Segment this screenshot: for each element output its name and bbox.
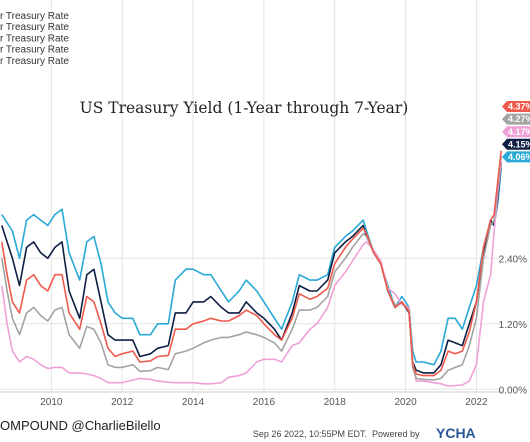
x-tick-label: 2016 <box>253 397 276 408</box>
end-label-badge <box>502 113 530 125</box>
x-tick-label: 2012 <box>111 397 134 408</box>
end-label-badge <box>502 138 530 150</box>
grid-layer <box>0 0 503 393</box>
chart-title: US Treasury Yield (1-Year through 7-Year… <box>80 99 409 117</box>
end-label-text: 4.17% <box>508 127 530 137</box>
x-tick-label: 2018 <box>324 397 347 408</box>
end-label-badge <box>502 101 530 112</box>
legend-entry: r Treasury Rate <box>0 22 69 33</box>
x-tick-label: 2020 <box>394 397 417 408</box>
legend-entry: r Treasury Rate <box>0 45 69 56</box>
footer-date: Sep 26 2022, 10:55PM EDT. <box>253 429 367 439</box>
ycharts-logo: YCHA <box>436 425 476 441</box>
series-line-2 <box>1 162 502 374</box>
y-axis-ticks: 2.40% 1.20% 0.00% <box>499 254 527 396</box>
x-tick-label: 2010 <box>40 397 63 408</box>
end-value-labels: 4.37% 4.27% 4.17% 4.15% 4.06% <box>502 101 530 163</box>
x-axis-ticks: 2010 2012 2014 2016 2018 2020 2022 <box>40 397 488 408</box>
end-label-text: 4.37% <box>508 102 530 112</box>
compound-watermark: OMPOUND @CharlieBilello <box>0 418 161 433</box>
footer-powered-by: Powered by <box>372 429 420 439</box>
legend-entry: r Treasury Rate <box>0 33 69 44</box>
end-label-text: 4.15% <box>508 139 530 149</box>
series-layer <box>1 150 502 387</box>
end-label-badge <box>502 126 530 138</box>
series-line-3 <box>1 161 502 387</box>
y-tick-label: 0.00% <box>499 385 527 396</box>
y-tick-label: 1.20% <box>499 320 527 331</box>
x-tick-label: 2022 <box>465 397 488 408</box>
footer: OMPOUND @CharlieBilello Sep 26 2022, 10:… <box>0 418 476 441</box>
legend-entry: r Treasury Rate <box>0 56 69 67</box>
y-tick-label: 2.40% <box>499 254 527 265</box>
end-label-text: 4.27% <box>508 114 530 124</box>
legend-entry: r Treasury Rate <box>0 11 69 22</box>
series-line-1 <box>1 167 502 366</box>
series-line-5 <box>1 150 502 377</box>
end-label-text: 4.06% <box>508 152 530 162</box>
x-tick-label: 2014 <box>182 397 205 408</box>
end-label-badge <box>502 151 530 163</box>
series-line-4 <box>1 156 502 381</box>
